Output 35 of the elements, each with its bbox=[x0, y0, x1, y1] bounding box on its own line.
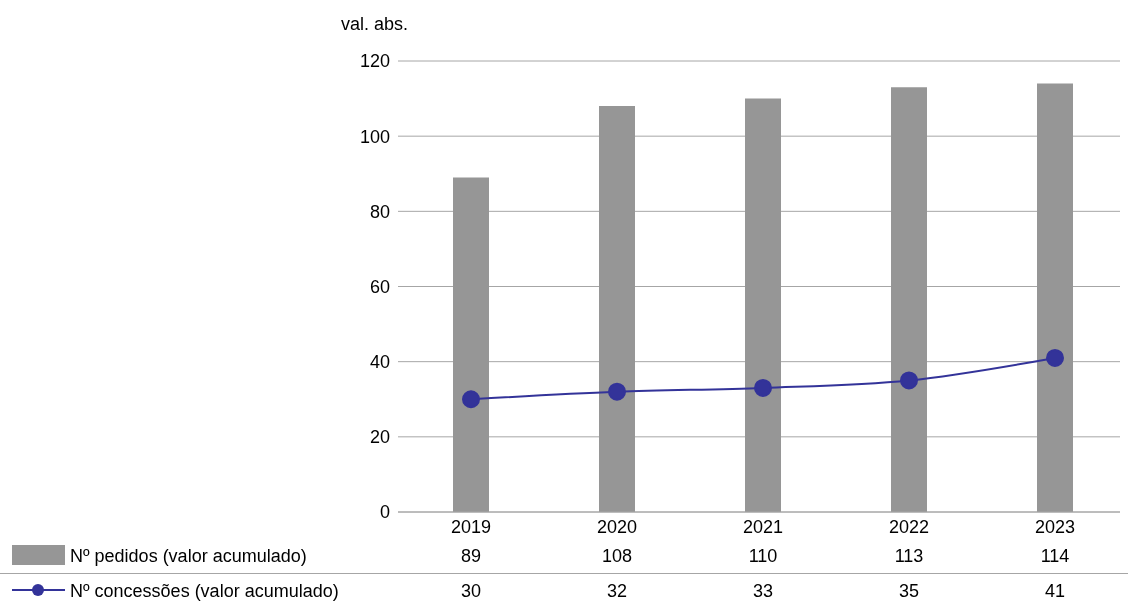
legend-label: Nº pedidos (valor acumulado) bbox=[70, 546, 307, 566]
y-tick-label: 120 bbox=[359, 51, 390, 72]
bar bbox=[453, 177, 489, 512]
data-label: 33 bbox=[752, 581, 774, 601]
data-label: 35 bbox=[898, 581, 920, 601]
bar bbox=[745, 98, 781, 512]
point bbox=[608, 382, 626, 401]
data-label: 32 bbox=[606, 581, 628, 601]
data-label: 89 bbox=[460, 546, 482, 566]
bar bbox=[891, 87, 927, 512]
data-label: 41 bbox=[1044, 581, 1066, 601]
legend-label: Nº concessões (valor acumulado) bbox=[70, 581, 339, 601]
data-label: 108 bbox=[601, 546, 633, 566]
x-tick-label: 2021 bbox=[742, 516, 784, 537]
data-label: 113 bbox=[894, 546, 924, 566]
point bbox=[462, 390, 480, 409]
y-tick-label: 0 bbox=[379, 502, 390, 523]
y-tick-label: 80 bbox=[369, 201, 390, 222]
x-tick-label: 2023 bbox=[1034, 516, 1076, 537]
point bbox=[754, 378, 772, 397]
x-tick-label: 2022 bbox=[888, 516, 930, 537]
data-label: 30 bbox=[460, 581, 482, 601]
point bbox=[900, 371, 918, 390]
y-tick-label: 20 bbox=[369, 427, 390, 448]
y-tick-label: 40 bbox=[369, 352, 390, 373]
bar bbox=[599, 106, 635, 512]
x-tick-label: 2020 bbox=[596, 516, 638, 537]
point bbox=[1046, 348, 1064, 367]
y-axis-title: val. abs. bbox=[341, 14, 409, 35]
y-tick-label: 100 bbox=[359, 126, 390, 147]
y-tick-label: 60 bbox=[369, 276, 390, 297]
bar bbox=[1037, 83, 1073, 512]
data-label: 110 bbox=[748, 546, 778, 566]
x-tick-label: 2019 bbox=[450, 516, 492, 537]
data-label: 114 bbox=[1040, 546, 1070, 566]
